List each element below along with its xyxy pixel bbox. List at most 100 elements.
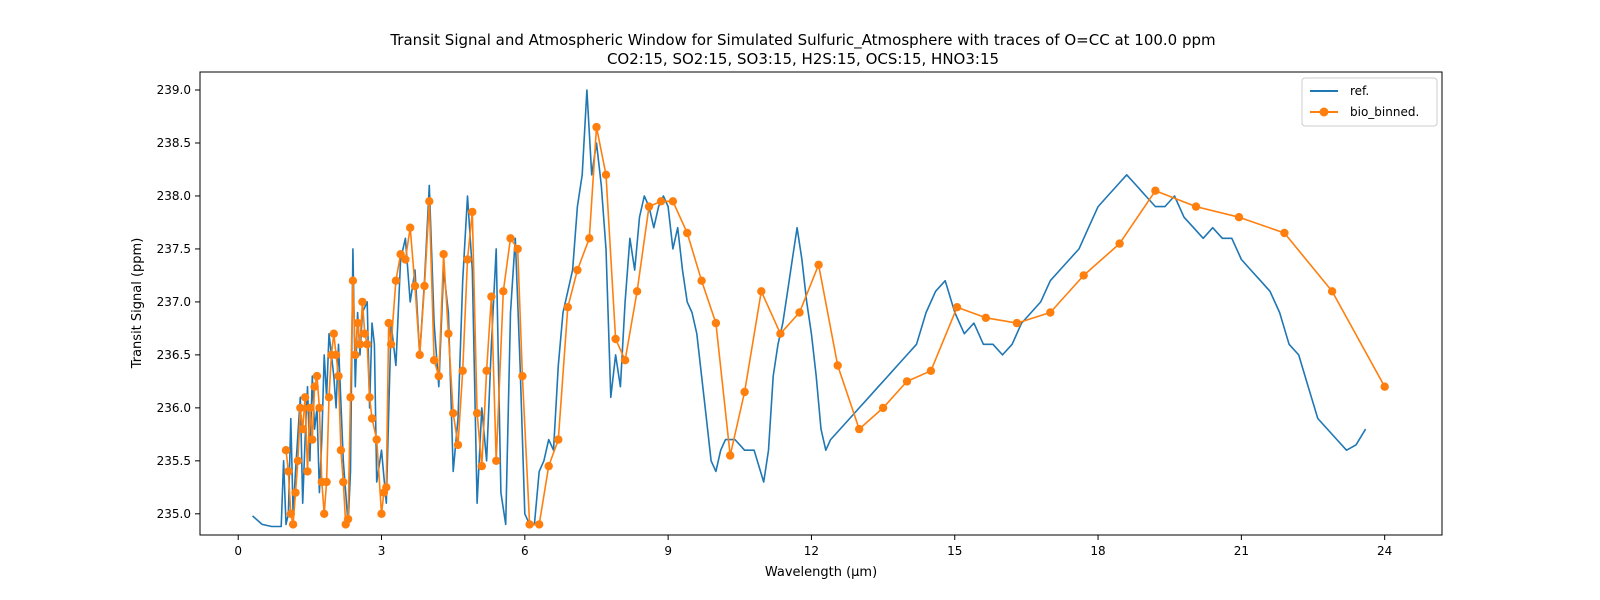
data-point-bio-binned [363, 340, 372, 349]
data-point-bio-binned [286, 509, 295, 518]
data-point-bio-binned [1380, 382, 1389, 391]
data-point-bio-binned [386, 340, 396, 349]
data-point-bio-binned [296, 403, 305, 413]
data-point-bio-binned [477, 461, 486, 471]
data-point-bio-binned [592, 122, 601, 132]
data-point-bio-binned [320, 509, 329, 518]
data-point-bio-binned [902, 377, 912, 386]
plot-area [251, 89, 1389, 529]
data-point-bio-binned [554, 435, 563, 444]
data-point-bio-binned [434, 371, 443, 381]
x-tick-label: 6 [521, 544, 529, 558]
data-point-bio-binned [1191, 202, 1201, 211]
data-point-bio-binned [343, 514, 353, 524]
y-tick-label: 238.0 [157, 189, 191, 203]
series-line-bio-binned [285, 126, 1386, 526]
y-axis-label: Transit Signal (ppm) [130, 238, 145, 370]
legend-marker-bio-binned [1319, 107, 1329, 117]
data-point-bio-binned [334, 371, 343, 381]
data-point-bio-binned [611, 334, 620, 344]
data-point-bio-binned [981, 313, 990, 322]
data-point-bio-binned [668, 197, 678, 206]
x-tick-label: 21 [1234, 544, 1249, 558]
data-point-bio-binned [303, 467, 312, 476]
data-point-bio-binned [1280, 228, 1289, 238]
data-point-bio-binned [377, 509, 386, 518]
data-point-bio-binned [563, 303, 572, 312]
x-tick-label: 18 [1090, 544, 1105, 558]
data-point-bio-binned [291, 488, 300, 497]
data-point-bio-binned [348, 276, 358, 285]
data-point-bio-binned [305, 403, 315, 413]
data-point-bio-binned [346, 393, 355, 402]
y-tick-label: 236.0 [157, 401, 191, 415]
data-point-bio-binned [293, 456, 303, 465]
data-point-bio-binned [336, 446, 346, 455]
data-point-bio-binned [420, 281, 429, 291]
data-point-bio-binned [544, 461, 553, 471]
data-point-bio-binned [776, 329, 785, 338]
data-point-bio-binned [757, 287, 766, 296]
data-point-bio-binned [620, 356, 630, 365]
data-point-bio-binned [415, 350, 424, 360]
chart-title-line1: Transit Signal and Atmospheric Window fo… [389, 31, 1215, 50]
data-point-bio-binned [365, 393, 374, 402]
data-point-bio-binned [312, 371, 322, 381]
x-tick-label: 0 [234, 544, 242, 558]
axes-frame [199, 71, 1443, 536]
data-point-bio-binned [298, 424, 307, 434]
data-point-bio-binned [513, 244, 522, 254]
data-point-bio-binned [468, 207, 477, 217]
data-point-bio-binned [449, 409, 458, 418]
data-point-bio-binned [499, 287, 508, 296]
data-point-bio-binned [656, 197, 666, 206]
data-point-bio-binned [322, 477, 331, 487]
axes-ticks: 0 3 6 9 12 15 18 21 24 235.0 235.5 236.0 236.5 237.0 2… [157, 83, 1393, 558]
data-point-bio-binned [382, 483, 391, 492]
data-point-bio-binned [855, 424, 864, 434]
data-point-bio-binned [525, 520, 534, 529]
data-point-bio-binned [878, 403, 888, 413]
data-point-bio-binned [1079, 271, 1088, 280]
data-point-bio-binned [401, 255, 410, 264]
data-point-bio-binned [492, 456, 501, 465]
data-point-bio-binned [281, 446, 291, 455]
data-point-bio-binned [358, 297, 367, 307]
data-point-bio-binned [308, 435, 317, 444]
data-point-bio-binned [518, 371, 527, 381]
data-point-bio-binned [284, 467, 293, 476]
data-point-bio-binned [458, 366, 467, 375]
data-point-bio-binned [324, 393, 334, 402]
data-point-bio-binned [463, 255, 472, 264]
data-point-bio-binned [1151, 186, 1160, 195]
data-point-bio-binned [1046, 308, 1055, 317]
legend-label-bio-binned: bio_binned. [1350, 105, 1419, 119]
data-point-bio-binned [726, 451, 735, 460]
data-point-bio-binned [410, 281, 420, 291]
data-point-bio-binned [573, 265, 582, 275]
legend: ref. bio_binned. [1301, 77, 1438, 127]
x-tick-label: 24 [1377, 544, 1392, 558]
data-point-bio-binned [391, 276, 401, 285]
data-point-bio-binned [372, 435, 381, 444]
data-point-bio-binned [740, 387, 749, 397]
data-point-bio-binned [310, 382, 319, 391]
x-axis-label: Wavelength (μm) [765, 565, 877, 580]
data-point-bio-binned [384, 318, 393, 328]
data-point-bio-binned [1327, 287, 1337, 296]
y-tick-label: 237.0 [157, 295, 191, 309]
data-point-bio-binned [355, 340, 365, 349]
data-point-bio-binned [439, 250, 448, 259]
data-point-bio-binned [926, 366, 936, 375]
x-tick-label: 12 [804, 544, 819, 558]
data-point-bio-binned [711, 318, 721, 328]
data-point-bio-binned [585, 234, 594, 243]
data-point-bio-binned [353, 318, 362, 328]
data-point-bio-binned [487, 292, 496, 301]
data-point-bio-binned [1234, 213, 1244, 222]
data-point-bio-binned [360, 329, 369, 338]
data-point-bio-binned [406, 223, 415, 232]
data-point-bio-binned [683, 228, 692, 238]
data-point-bio-binned [1115, 239, 1124, 248]
